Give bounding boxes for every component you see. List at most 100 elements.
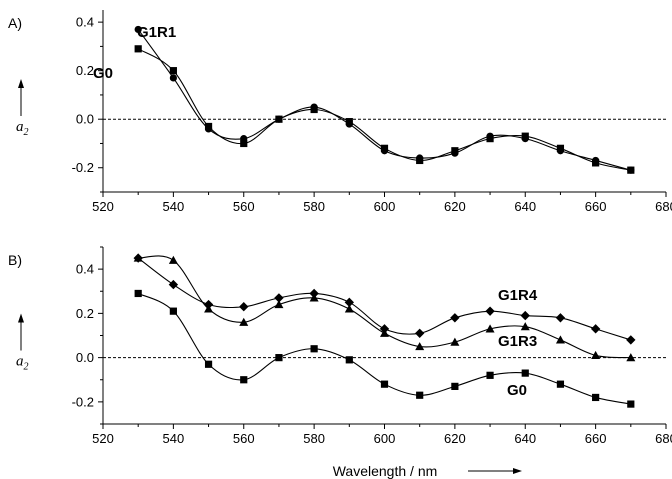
panel-b: 520 540 560 580 600 620 640 660 680 -0.2 0.0 0.2 0.4… <box>8 246 672 446</box>
y-axis-label-subscript: 2 <box>24 362 29 373</box>
data-point-diamond <box>274 293 284 303</box>
series-label-g1r1: G1R1 <box>137 24 176 41</box>
y-tick-label: -0.2 <box>72 394 94 409</box>
data-point-diamond <box>555 313 566 323</box>
data-point-circle <box>169 74 177 82</box>
data-point-triangle <box>168 255 178 264</box>
data-point-square <box>521 132 529 140</box>
y-tick-label: 0.0 <box>76 350 94 365</box>
data-point-triangle <box>485 324 495 333</box>
data-point-square <box>169 307 177 315</box>
data-point-square <box>486 371 494 379</box>
panel-label: B) <box>8 252 22 268</box>
data-point-square <box>345 356 353 364</box>
data-point-diamond <box>168 279 179 290</box>
y-axis-arrow-head <box>18 79 24 88</box>
x-tick-label: 560 <box>233 431 255 446</box>
panel-label: A) <box>8 15 22 31</box>
data-point-square <box>592 393 600 402</box>
x-tick-label: 640 <box>514 199 536 214</box>
y-axis-label: a2 <box>16 354 29 373</box>
data-point-square <box>627 400 635 408</box>
data-point-square <box>486 135 494 143</box>
data-point-square <box>310 105 318 114</box>
data-point-square <box>275 354 283 362</box>
x-tick-label: 560 <box>233 199 255 214</box>
data-point-square <box>204 360 213 368</box>
data-point-triangle <box>555 335 565 344</box>
data-point-square <box>275 115 283 123</box>
x-tick-label: 640 <box>514 431 536 446</box>
y-axis-label: a2 <box>16 119 29 138</box>
data-point-triangle <box>415 342 425 351</box>
y-tick-label: 0.2 <box>76 306 94 321</box>
data-point-triangle <box>591 350 601 360</box>
data-point-triangle <box>239 317 249 326</box>
data-point-triangle <box>204 304 214 313</box>
x-tick-label: 620 <box>444 199 466 214</box>
data-point-square <box>240 376 248 384</box>
data-point-diamond <box>626 335 636 345</box>
y-tick-label: -0.2 <box>72 160 94 175</box>
x-tick-label: 620 <box>444 431 466 446</box>
x-tick-label: 520 <box>92 199 114 214</box>
series-label-g0: G0 <box>507 382 527 399</box>
x-tick-label: 680 <box>655 199 672 214</box>
data-point-triangle <box>344 304 354 313</box>
data-point-square <box>240 139 248 148</box>
data-point-square <box>556 144 565 152</box>
data-point-square <box>451 147 459 155</box>
data-point-triangle <box>380 328 389 337</box>
data-point-square <box>345 118 353 126</box>
x-tick-label: 540 <box>163 199 185 214</box>
data-point-square <box>134 45 142 53</box>
data-point-square <box>310 345 318 353</box>
data-point-square <box>451 382 459 390</box>
data-point-diamond <box>344 297 354 307</box>
y-tick-label: 0.0 <box>76 112 94 127</box>
x-axis-arrow-head <box>513 468 522 474</box>
x-tick-label: 660 <box>585 431 607 446</box>
data-point-square <box>169 67 177 75</box>
data-point-diamond <box>239 302 249 312</box>
x-tick-label: 580 <box>303 199 325 214</box>
x-tick-label: 600 <box>374 431 396 446</box>
data-point-triangle <box>520 322 530 331</box>
y-tick-label: 0.2 <box>76 63 94 78</box>
data-point-square <box>380 144 389 152</box>
data-point-triangle <box>450 337 460 346</box>
data-point-circle <box>134 25 142 34</box>
y-axis-arrow-head <box>18 313 24 323</box>
x-tick-label: 660 <box>585 199 607 214</box>
data-point-triangle <box>274 300 284 309</box>
series-label-g0: G0 <box>93 65 113 82</box>
data-point-diamond <box>485 306 495 316</box>
x-tick-label: 580 <box>303 431 325 446</box>
data-point-square <box>521 369 529 377</box>
data-point-diamond <box>415 328 425 338</box>
data-point-square <box>416 391 424 399</box>
data-point-square <box>380 380 389 388</box>
x-tick-label: 540 <box>163 431 185 446</box>
data-point-square <box>556 380 565 388</box>
y-tick-label: 0.4 <box>76 15 94 30</box>
y-axis-label-subscript: 2 <box>24 127 29 138</box>
data-point-square <box>627 166 635 174</box>
x-tick-label: 520 <box>92 431 114 446</box>
data-point-square <box>204 122 213 131</box>
x-axis-label-group: Wavelength / nm <box>333 463 522 479</box>
data-point-triangle <box>133 253 143 262</box>
data-point-diamond <box>520 310 530 321</box>
data-point-square <box>592 159 600 167</box>
data-point-triangle <box>626 353 636 362</box>
data-point-triangle <box>309 293 319 302</box>
data-point-square <box>134 289 142 298</box>
x-tick-label: 680 <box>655 431 672 446</box>
data-point-square <box>416 156 424 165</box>
series-label-g1r4: G1R4 <box>498 287 538 304</box>
y-tick-label: 0.4 <box>76 262 94 277</box>
x-tick-label: 600 <box>374 199 396 214</box>
data-point-diamond <box>450 313 460 323</box>
data-point-diamond <box>590 324 601 334</box>
